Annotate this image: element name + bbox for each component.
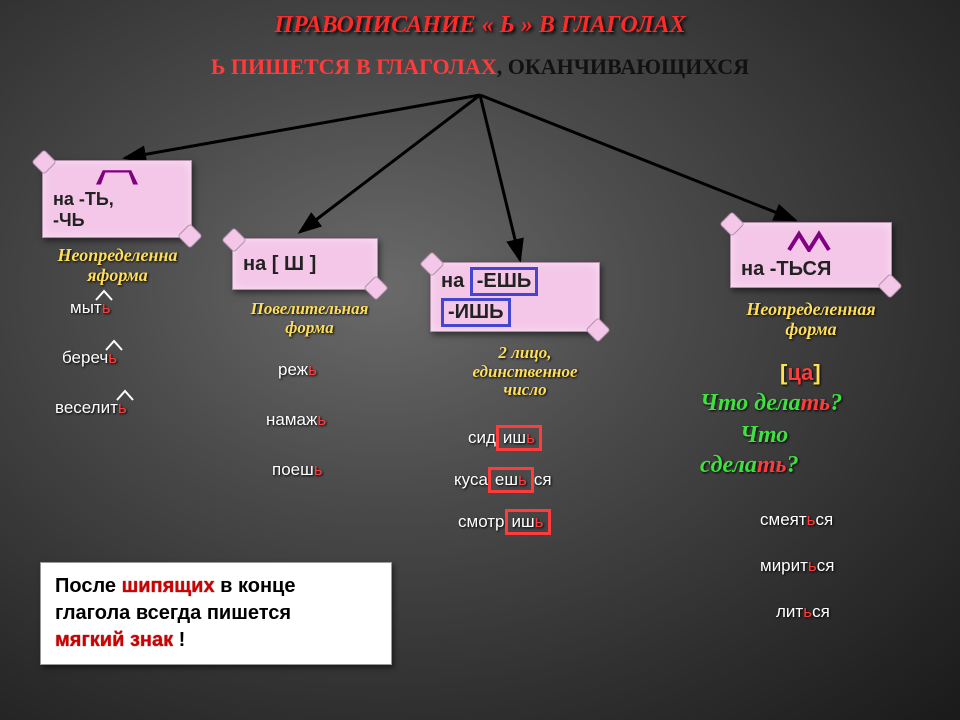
branch-label-3: Неопределеннаяформа	[716, 300, 906, 340]
scroll-box-1: на [ Ш ]	[232, 238, 378, 290]
example-word: смеяться	[760, 510, 833, 530]
pronounce: [ца]	[780, 360, 821, 386]
scroll-line: на [ Ш ]	[243, 253, 316, 276]
subtitle-black: , ОКАНЧИВАЮЩИХСЯ	[497, 54, 749, 79]
rule-l3a: мягкий знак	[55, 629, 173, 651]
question: Что делать?	[700, 390, 842, 417]
example-word: смотришь	[458, 508, 551, 536]
hat-icon	[116, 388, 134, 406]
subtitle-red: Ь ПИШЕТСЯ В ГЛАГОЛАХ	[211, 54, 497, 79]
hat-icon	[105, 338, 123, 356]
example-word: литься	[776, 602, 830, 622]
scroll-box-2: на -ЕШЬ-ИШЬ	[430, 262, 600, 332]
branch-label-2: 2 лицо,единственноечисло	[430, 344, 620, 400]
zigzag-icon	[787, 230, 835, 258]
example-word: сидишь	[468, 424, 542, 452]
rule-l1a: После	[55, 575, 122, 597]
scroll-line: на -ТЬ,	[53, 189, 114, 210]
rule-l1c: в конце	[215, 575, 296, 597]
rule-line-3: мягкий знак !	[55, 627, 377, 654]
scroll-line: на -ЕШЬ	[441, 266, 538, 297]
scroll-box-3: на -ТЬСЯ	[730, 222, 892, 288]
page-title: ПРАВОПИСАНИЕ « Ь » В ГЛАГОЛАХ	[0, 12, 960, 39]
example-word: режь	[278, 360, 317, 380]
scroll-line: на -ТЬСЯ	[741, 258, 831, 281]
hat-icon	[96, 170, 138, 184]
rule-l1b: шипящих	[122, 575, 215, 597]
rule-line-2: глагола всегда пишется	[55, 600, 377, 627]
question: сделать?	[700, 452, 799, 479]
scroll-line: -ИШЬ	[441, 297, 511, 328]
example-word: поешь	[272, 460, 323, 480]
branch-label-0: Неопределеннаяформа	[30, 246, 205, 286]
scroll-box-0: на -ТЬ,-ЧЬ	[42, 160, 192, 238]
rule-summary-box: После шипящих в конце глагола всегда пиш…	[40, 562, 392, 665]
ending-box: -ИШЬ	[441, 298, 511, 327]
scroll-line: -ЧЬ	[53, 210, 85, 231]
example-word: кусаешься	[454, 466, 552, 494]
ending-box: -ЕШЬ	[470, 267, 538, 296]
rule-l3b: !	[173, 629, 185, 651]
question: Что	[740, 422, 788, 449]
example-word: намажь	[266, 410, 326, 430]
branch-label-1: Повелительнаяформа	[222, 300, 397, 337]
title-text: ПРАВОПИСАНИЕ « Ь » В ГЛАГОЛАХ	[274, 12, 685, 38]
hat-icon	[95, 288, 113, 306]
subtitle: Ь ПИШЕТСЯ В ГЛАГОЛАХ, ОКАНЧИВАЮЩИХСЯ	[0, 54, 960, 80]
rule-line-1: После шипящих в конце	[55, 573, 377, 600]
example-word: мириться	[760, 556, 835, 576]
